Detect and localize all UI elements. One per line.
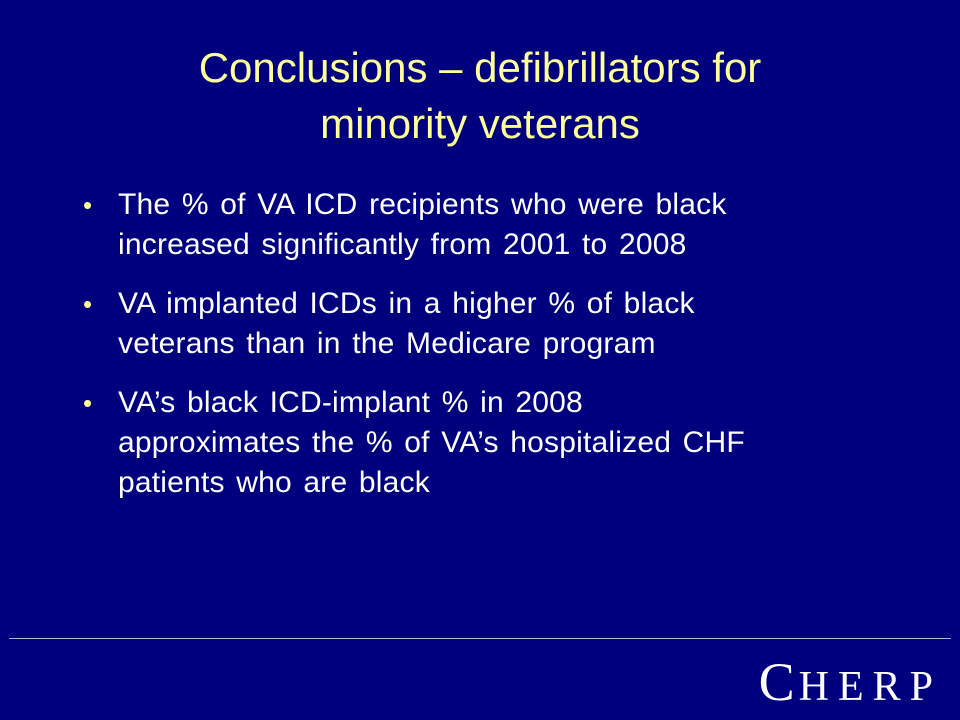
bullet-line: VA implanted ICDs in a higher % of black (118, 287, 695, 320)
bullet-line: The % of VA ICD recipients who were blac… (118, 188, 727, 221)
slide-title: Conclusions – defibrillators for minorit… (80, 40, 880, 152)
bullet-item: • VA implanted ICDs in a higher % of bla… (80, 284, 880, 364)
bullet-icon: • (83, 289, 93, 319)
cherp-logo: CHERP (759, 655, 942, 709)
bullet-item: • The % of VA ICD recipients who were bl… (80, 185, 880, 265)
bullet-list: • The % of VA ICD recipients who were bl… (80, 185, 880, 522)
bullet-text: VA implanted ICDs in a higher % of black… (118, 284, 880, 364)
bullet-text: VA’s black ICD-implant % in 2008 approxi… (118, 383, 880, 503)
bullet-line: increased significantly from 2001 to 200… (118, 228, 687, 261)
bullet-item: • VA’s black ICD-implant % in 2008 appro… (80, 383, 880, 503)
slide-title-line-1: Conclusions – defibrillators for (198, 44, 762, 91)
bullet-icon: • (83, 388, 93, 418)
bullet-text: The % of VA ICD recipients who were blac… (118, 185, 880, 265)
footer-divider (9, 638, 951, 639)
bullet-icon: • (83, 190, 93, 220)
bullet-line: approximates the % of VA’s hospitalized … (118, 426, 745, 459)
bullet-line: patients who are black (118, 466, 430, 499)
bullet-line: veterans than in the Medicare program (118, 327, 656, 360)
bullet-line: VA’s black ICD-implant % in 2008 (118, 386, 583, 419)
logo-initial: C (758, 652, 799, 712)
logo-rest: HERP (798, 664, 942, 710)
slide-title-line-2: minority veterans (320, 100, 640, 147)
